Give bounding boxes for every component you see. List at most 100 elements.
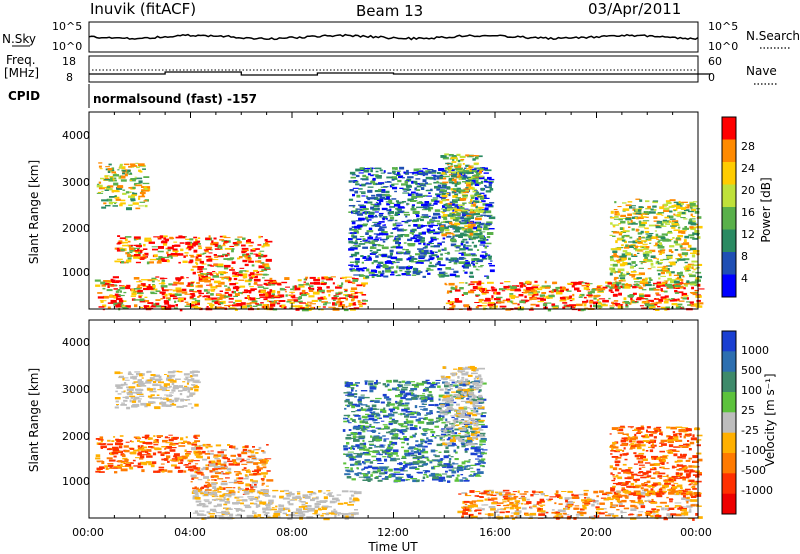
echo-cell-1 <box>153 380 157 383</box>
echo-cell-3 <box>232 275 239 277</box>
echo-cell-4 <box>364 428 368 431</box>
echo-cell-1 <box>183 373 190 376</box>
echo-cell-4 <box>351 384 358 386</box>
echo-cell-5 <box>453 230 460 233</box>
echo-cell-2 <box>182 260 188 263</box>
echo-cell-0 <box>159 277 165 280</box>
echo-cell-0 <box>264 279 271 282</box>
echo-cell-1 <box>194 403 199 407</box>
echo-cell-5 <box>363 169 370 173</box>
echo-cell-5 <box>364 201 368 204</box>
echo-cell-5 <box>427 243 434 244</box>
echo-cell-5 <box>422 206 428 209</box>
echo-cell-3 <box>223 272 228 274</box>
echo-cell-5 <box>436 177 442 179</box>
echo-cell-1 <box>161 388 167 392</box>
echo-cell-8 <box>657 246 665 249</box>
echo-cell-4 <box>401 455 407 459</box>
echo-cell-5 <box>363 211 371 213</box>
echo-cell-0 <box>137 449 142 451</box>
echo-cell-6 <box>472 155 479 157</box>
echo-cell-3 <box>244 270 249 273</box>
echo-cell-7 <box>545 286 551 289</box>
echo-cell-5 <box>352 269 359 272</box>
echo-cell-3 <box>343 502 348 505</box>
echo-cell-5 <box>359 209 364 212</box>
echo-cell-0 <box>174 307 178 309</box>
echo-cell-7 <box>625 304 629 308</box>
echo-cell-5 <box>467 248 473 251</box>
echo-cell-4 <box>355 462 362 466</box>
echo-cell-7 <box>450 286 454 290</box>
echo-cell-2 <box>206 443 211 446</box>
echo-cell-0 <box>198 295 201 297</box>
echo-cell-5 <box>353 265 360 268</box>
echo-cell-8 <box>688 221 695 225</box>
echo-cell-7 <box>491 295 494 299</box>
echo-cell-4 <box>322 306 326 308</box>
echo-cell-3 <box>194 496 197 500</box>
echo-cell-3 <box>223 503 228 506</box>
echo-cell-5 <box>476 215 483 217</box>
echo-cell-5 <box>355 211 359 215</box>
echo-cell-3 <box>212 271 216 272</box>
echo-cell-5 <box>394 219 398 222</box>
echo-cell-3 <box>232 273 237 275</box>
echo-cell-8 <box>609 234 613 236</box>
echo-cell-6 <box>469 208 473 212</box>
echo-cell-1 <box>184 385 188 388</box>
echo-cell-2 <box>207 484 212 487</box>
echo-cell-7 <box>536 291 540 293</box>
echo-cell-0 <box>113 465 121 468</box>
echo-cell-5 <box>386 235 391 238</box>
echo-cell-2 <box>251 481 258 484</box>
echo-cell-3 <box>252 510 255 512</box>
echo-cell-5 <box>440 268 443 271</box>
echo-cell-1 <box>152 383 158 387</box>
echo-cell-5 <box>478 176 485 180</box>
echo-cell-0 <box>172 297 178 300</box>
echo-cell-2 <box>238 477 244 480</box>
echo-cell-8 <box>639 261 646 263</box>
echo-cell-1 <box>153 374 160 378</box>
echo-cell-5 <box>456 187 461 190</box>
echo-cell-2 <box>256 470 260 474</box>
echo-cell-5 <box>478 228 482 232</box>
echo-cell-0 <box>153 435 156 437</box>
echo-cell-3 <box>197 266 204 269</box>
nsky-trace <box>88 33 699 41</box>
echo-cell-8 <box>664 216 670 219</box>
echo-cell-5 <box>433 181 440 184</box>
echo-cell-4 <box>427 442 432 445</box>
echo-cell-7 <box>597 289 602 291</box>
echo-cell-4 <box>293 299 299 302</box>
echo-cell-5 <box>398 266 405 270</box>
echo-cell-0 <box>134 304 138 308</box>
echo-cell-7 <box>540 298 546 301</box>
echo-cell-3 <box>247 239 252 241</box>
echo-cell-7 <box>468 283 475 286</box>
echo-cell-7 <box>609 307 615 309</box>
echo-cell-2 <box>193 467 198 470</box>
echo-cell-6 <box>457 163 462 166</box>
echo-cell-5 <box>376 274 382 277</box>
echo-cell-8 <box>642 243 648 245</box>
echo-cell-2 <box>191 447 197 451</box>
echo-cell-2 <box>177 253 184 256</box>
echo-cell-8 <box>671 222 675 224</box>
nsearch-tick-bottom: 10^0 <box>708 40 738 53</box>
echo-cell-4 <box>386 404 390 407</box>
echo-cell-8 <box>615 240 618 244</box>
echo-cell-8 <box>677 276 680 280</box>
echo-cell-3 <box>278 516 281 519</box>
echo-cell-5 <box>418 270 421 272</box>
echo-cell-6 <box>472 177 479 180</box>
echo-cell-8 <box>673 213 676 216</box>
echo-cell-8 <box>673 210 676 212</box>
echo-cell-5 <box>455 229 460 232</box>
echo-cell-2 <box>133 236 141 239</box>
power-colorbar <box>722 117 736 298</box>
echo-cell-5 <box>397 172 400 175</box>
echo-cell-8 <box>645 250 652 254</box>
echo-cell-0 <box>113 288 118 290</box>
